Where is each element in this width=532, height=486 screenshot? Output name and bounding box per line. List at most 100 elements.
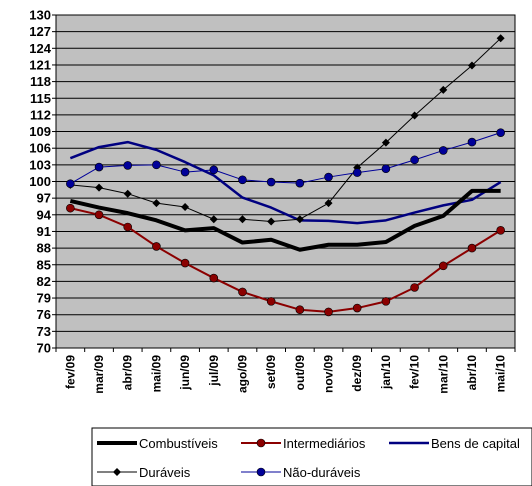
x-tick-label: ago/09 xyxy=(235,355,249,393)
x-tick-label: jun/09 xyxy=(178,355,192,391)
x-tick-label: jan/10 xyxy=(379,355,393,390)
data-point xyxy=(410,111,419,120)
y-tick-label: 109 xyxy=(29,124,51,139)
data-point xyxy=(152,160,161,170)
x-tick-label: jul/09 xyxy=(207,355,221,387)
data-point xyxy=(324,172,333,182)
data-point xyxy=(266,297,276,306)
legend: Combustíveis Intermediários Bens de capita… xyxy=(91,427,532,486)
y-tick-label: 91 xyxy=(37,224,51,239)
series-line xyxy=(70,37,502,222)
legend-box xyxy=(91,427,532,486)
data-point xyxy=(181,203,190,212)
x-tick-label: fev/09 xyxy=(63,355,77,389)
data-point xyxy=(180,258,190,268)
data-point xyxy=(295,178,305,188)
data-point xyxy=(95,183,104,192)
data-point xyxy=(324,307,333,317)
y-tick-label: 121 xyxy=(29,57,51,72)
series-group xyxy=(66,34,505,317)
legend-label: Combustíveis xyxy=(139,436,218,451)
y-tick-label: 127 xyxy=(29,24,51,39)
legend-label: Intermediários xyxy=(283,436,366,451)
data-point xyxy=(209,165,219,175)
series-line xyxy=(70,207,502,313)
y-tick-label: 94 xyxy=(37,207,52,222)
data-point xyxy=(496,128,505,137)
data-point xyxy=(209,215,218,224)
x-tick-label: abr/09 xyxy=(121,355,135,391)
y-tick-label: 106 xyxy=(29,141,51,156)
data-point xyxy=(94,162,104,172)
data-point xyxy=(94,210,104,220)
y-tick-label: 70 xyxy=(37,341,51,356)
gridlines xyxy=(56,31,515,332)
data-point xyxy=(295,215,304,224)
data-point xyxy=(152,199,161,208)
data-point xyxy=(180,167,190,177)
data-point xyxy=(238,287,247,297)
y-tick-label: 100 xyxy=(29,174,51,189)
y-tick-label: 118 xyxy=(30,74,51,89)
data-point xyxy=(438,261,448,271)
series-line xyxy=(69,140,502,225)
data-point xyxy=(238,175,247,185)
data-point xyxy=(496,34,505,43)
y-tick-label: 88 xyxy=(37,241,51,256)
data-point xyxy=(410,155,419,165)
data-point xyxy=(467,243,477,253)
y-tick-label: 103 xyxy=(29,157,51,172)
data-point xyxy=(381,164,391,174)
data-point xyxy=(438,146,448,155)
x-tick-label: dez/09 xyxy=(350,355,364,392)
y-tick-label: 115 xyxy=(30,91,51,106)
series-line xyxy=(69,188,501,252)
y-tick-label: 82 xyxy=(37,274,51,289)
data-point xyxy=(152,242,161,251)
x-tick-label: nov/09 xyxy=(322,355,336,393)
data-point xyxy=(267,217,276,226)
data-point xyxy=(381,297,391,306)
y-tick-label: 97 xyxy=(37,191,51,206)
x-tick-label: mar/10 xyxy=(436,355,450,394)
y-tick-label: 130 xyxy=(29,8,51,23)
data-point xyxy=(266,177,276,187)
y-tick-label: 124 xyxy=(29,41,51,56)
data-point xyxy=(324,199,333,208)
x-tick-label: mar/09 xyxy=(92,355,106,394)
data-point xyxy=(238,215,247,224)
x-tick-label: mai/10 xyxy=(494,355,508,393)
legend-label: Não-duráveis xyxy=(283,465,361,480)
data-point xyxy=(66,179,75,189)
data-point xyxy=(66,203,75,213)
data-point xyxy=(410,283,419,292)
data-point xyxy=(123,189,132,198)
data-point xyxy=(123,161,133,170)
legend-label: Duráveis xyxy=(139,465,191,480)
y-tick-label: 79 xyxy=(37,291,51,306)
data-point xyxy=(295,305,305,315)
y-tick-label: 76 xyxy=(37,307,51,322)
x-tick-label: abr/10 xyxy=(465,355,479,391)
y-tick-label: 112 xyxy=(30,107,51,122)
data-point xyxy=(439,85,448,94)
x-tick-label: fev/10 xyxy=(408,355,422,389)
legend-marker xyxy=(113,468,121,476)
legend-label: Bens de capital xyxy=(431,436,520,451)
legend-marker xyxy=(256,438,266,448)
y-tick-label: 73 xyxy=(37,324,51,339)
x-tick-label: out/09 xyxy=(293,355,307,391)
x-axis: fev/09 mar/09 abr/09 mai/09 jun/09 jul/09 ago/… xyxy=(55,348,516,394)
data-point xyxy=(467,61,476,70)
data-point xyxy=(209,273,219,283)
legend-marker xyxy=(256,467,266,477)
data-point xyxy=(123,222,133,232)
data-point xyxy=(352,303,362,313)
data-point xyxy=(352,168,362,177)
data-point xyxy=(381,138,390,147)
data-point xyxy=(467,137,477,147)
data-point xyxy=(496,226,505,235)
x-tick-label: set/09 xyxy=(264,355,278,389)
